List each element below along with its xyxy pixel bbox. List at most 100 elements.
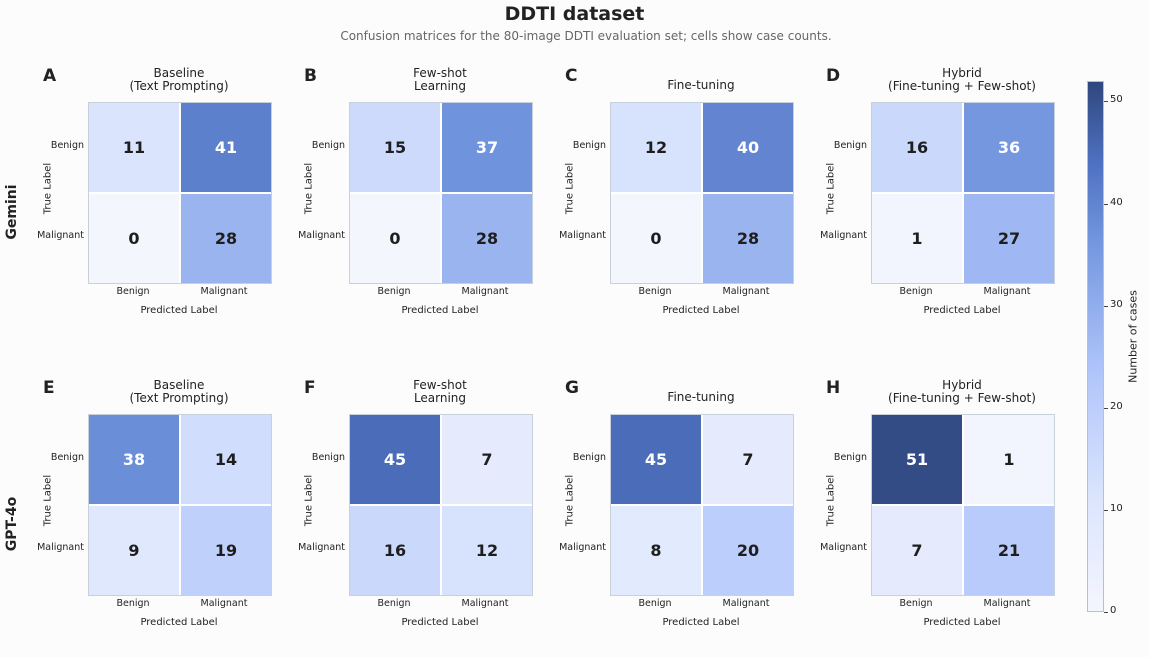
colorbar-tick-label: 40 — [1110, 196, 1123, 208]
confusion-matrix: 38 14 9 19 — [88, 414, 272, 596]
confusion-matrix: 12 40 0 28 — [610, 102, 794, 284]
matrix-cell-malignant-benign: 8 — [611, 506, 701, 595]
colorbar-tick-label: 20 — [1110, 400, 1123, 412]
confusion-matrix-panel-c: C Fine-tuning 12 40 0 28 Benign Malignant Benign… — [559, 65, 822, 345]
x-tick-label: Benign — [899, 286, 933, 297]
y-axis-label: True Label — [303, 162, 315, 215]
panel-title: Baseline (Text Prompting) — [129, 378, 229, 405]
y-axis-label: True Label — [825, 162, 837, 215]
x-tick-label: Malignant — [461, 598, 509, 609]
y-tick-label: Benign — [572, 140, 606, 151]
colorbar-tick-mark — [1104, 612, 1108, 613]
x-tick-label: Malignant — [983, 286, 1031, 297]
confusion-matrix-panel-a: A Baseline (Text Prompting) 11 41 0 28 Benign M… — [37, 65, 300, 345]
panel-letter: E — [43, 378, 55, 398]
y-axis-label: True Label — [42, 162, 54, 215]
matrix-cell-benign-malignant: 1 — [964, 415, 1054, 504]
matrix-cell-benign-malignant: 7 — [703, 415, 793, 504]
x-tick-label: Malignant — [461, 286, 509, 297]
colorbar-tick-label: 10 — [1110, 502, 1123, 514]
colorbar-tick-mark — [1104, 509, 1108, 511]
y-tick-label: Benign — [833, 452, 867, 463]
y-tick-label: Malignant — [37, 230, 84, 241]
colorbar-tick-mark — [1104, 407, 1108, 409]
y-tick-label: Malignant — [820, 542, 867, 553]
chart-subtitle: Confusion matrices for the 80-image DDTI… — [340, 29, 832, 43]
matrix-cell-malignant-malignant: 28 — [181, 194, 271, 283]
matrix-cell-benign-benign: 15 — [350, 103, 440, 192]
matrix-cell-benign-malignant: 41 — [181, 103, 271, 192]
x-tick-label: Benign — [638, 598, 672, 609]
matrix-cell-benign-malignant: 37 — [442, 103, 532, 192]
y-tick-label: Malignant — [298, 230, 345, 241]
confusion-matrix: 11 41 0 28 — [88, 102, 272, 284]
colorbar-tick-mark — [1104, 203, 1108, 205]
colorbar — [1087, 81, 1104, 612]
row-label-gpt4o: GPT-4o — [4, 496, 20, 552]
confusion-matrix-panel-d: D Hybrid (Fine-tuning + Few-shot) 16 36 1 27 B… — [820, 65, 1083, 345]
x-tick-label: Malignant — [722, 286, 770, 297]
x-axis-label: Predicted Label — [662, 305, 740, 316]
matrix-cell-malignant-benign: 0 — [611, 194, 701, 283]
x-axis-label: Predicted Label — [401, 617, 479, 628]
confusion-matrix-panel-h: H Hybrid (Fine-tuning + Few-shot) 51 1 7 21 Be… — [820, 377, 1083, 657]
matrix-cell-benign-benign: 16 — [872, 103, 962, 192]
y-axis-label: True Label — [42, 474, 54, 527]
matrix-cell-malignant-benign: 1 — [872, 194, 962, 283]
x-axis-label: Predicted Label — [923, 617, 1001, 628]
y-tick-label: Malignant — [559, 230, 606, 241]
colorbar-tick-label: 0 — [1110, 605, 1117, 616]
x-axis-label: Predicted Label — [401, 305, 479, 316]
matrix-cell-benign-benign: 51 — [872, 415, 962, 504]
x-axis-label: Predicted Label — [662, 617, 740, 628]
matrix-cell-malignant-malignant: 28 — [703, 194, 793, 283]
matrix-cell-malignant-benign: 0 — [350, 194, 440, 283]
x-tick-label: Malignant — [200, 286, 248, 297]
confusion-matrix-panel-g: G Fine-tuning 45 7 8 20 Benign Malignant Benign M… — [559, 377, 822, 657]
y-tick-label: Malignant — [37, 542, 84, 553]
y-tick-label: Benign — [311, 452, 345, 463]
x-axis-label: Predicted Label — [140, 617, 218, 628]
matrix-cell-benign-benign: 12 — [611, 103, 701, 192]
colorbar-tick-label: 30 — [1110, 298, 1123, 310]
confusion-matrix: 15 37 0 28 — [349, 102, 533, 284]
confusion-matrix: 16 36 1 27 — [871, 102, 1055, 284]
matrix-cell-benign-malignant: 40 — [703, 103, 793, 192]
y-axis-label: True Label — [825, 474, 837, 527]
panel-letter: G — [565, 378, 579, 398]
matrix-cell-benign-benign: 11 — [89, 103, 179, 192]
matrix-cell-benign-malignant: 14 — [181, 415, 271, 504]
matrix-cell-malignant-benign: 7 — [872, 506, 962, 595]
x-tick-label: Benign — [638, 286, 672, 297]
y-tick-label: Malignant — [298, 542, 345, 553]
panel-title: Few-shot Learning — [413, 66, 467, 93]
matrix-cell-benign-benign: 38 — [89, 415, 179, 504]
x-tick-label: Benign — [116, 598, 150, 609]
matrix-cell-malignant-malignant: 19 — [181, 506, 271, 595]
x-tick-label: Benign — [116, 286, 150, 297]
matrix-cell-malignant-malignant: 27 — [964, 194, 1054, 283]
matrix-cell-benign-malignant: 36 — [964, 103, 1054, 192]
panel-title: Hybrid (Fine-tuning + Few-shot) — [888, 378, 1036, 405]
panel-title: Fine-tuning — [667, 390, 735, 404]
matrix-cell-benign-malignant: 7 — [442, 415, 532, 504]
y-tick-label: Malignant — [820, 230, 867, 241]
matrix-cell-malignant-benign: 16 — [350, 506, 440, 595]
x-tick-label: Malignant — [200, 598, 248, 609]
panel-title: Hybrid (Fine-tuning + Few-shot) — [888, 66, 1036, 93]
confusion-matrix: 45 7 16 12 — [349, 414, 533, 596]
y-tick-label: Malignant — [559, 542, 606, 553]
y-tick-label: Benign — [833, 140, 867, 151]
confusion-matrix-panel-b: B Few-shot Learning 15 37 0 28 Benign Malignant… — [298, 65, 561, 345]
x-tick-label: Benign — [899, 598, 933, 609]
x-tick-label: Benign — [377, 598, 411, 609]
confusion-matrix-panel-f: F Few-shot Learning 45 7 16 12 Benign Malignant… — [298, 377, 561, 657]
row-label-gemini: Gemini — [4, 184, 20, 240]
confusion-matrix-panel-e: E Baseline (Text Prompting) 38 14 9 19 Benign M… — [37, 377, 300, 657]
x-tick-label: Benign — [377, 286, 411, 297]
confusion-matrix: 51 1 7 21 — [871, 414, 1055, 596]
y-tick-label: Benign — [50, 452, 84, 463]
colorbar-tick-label: 50 — [1110, 94, 1123, 106]
panel-letter: F — [304, 378, 316, 398]
colorbar-tick-mark — [1104, 101, 1108, 103]
